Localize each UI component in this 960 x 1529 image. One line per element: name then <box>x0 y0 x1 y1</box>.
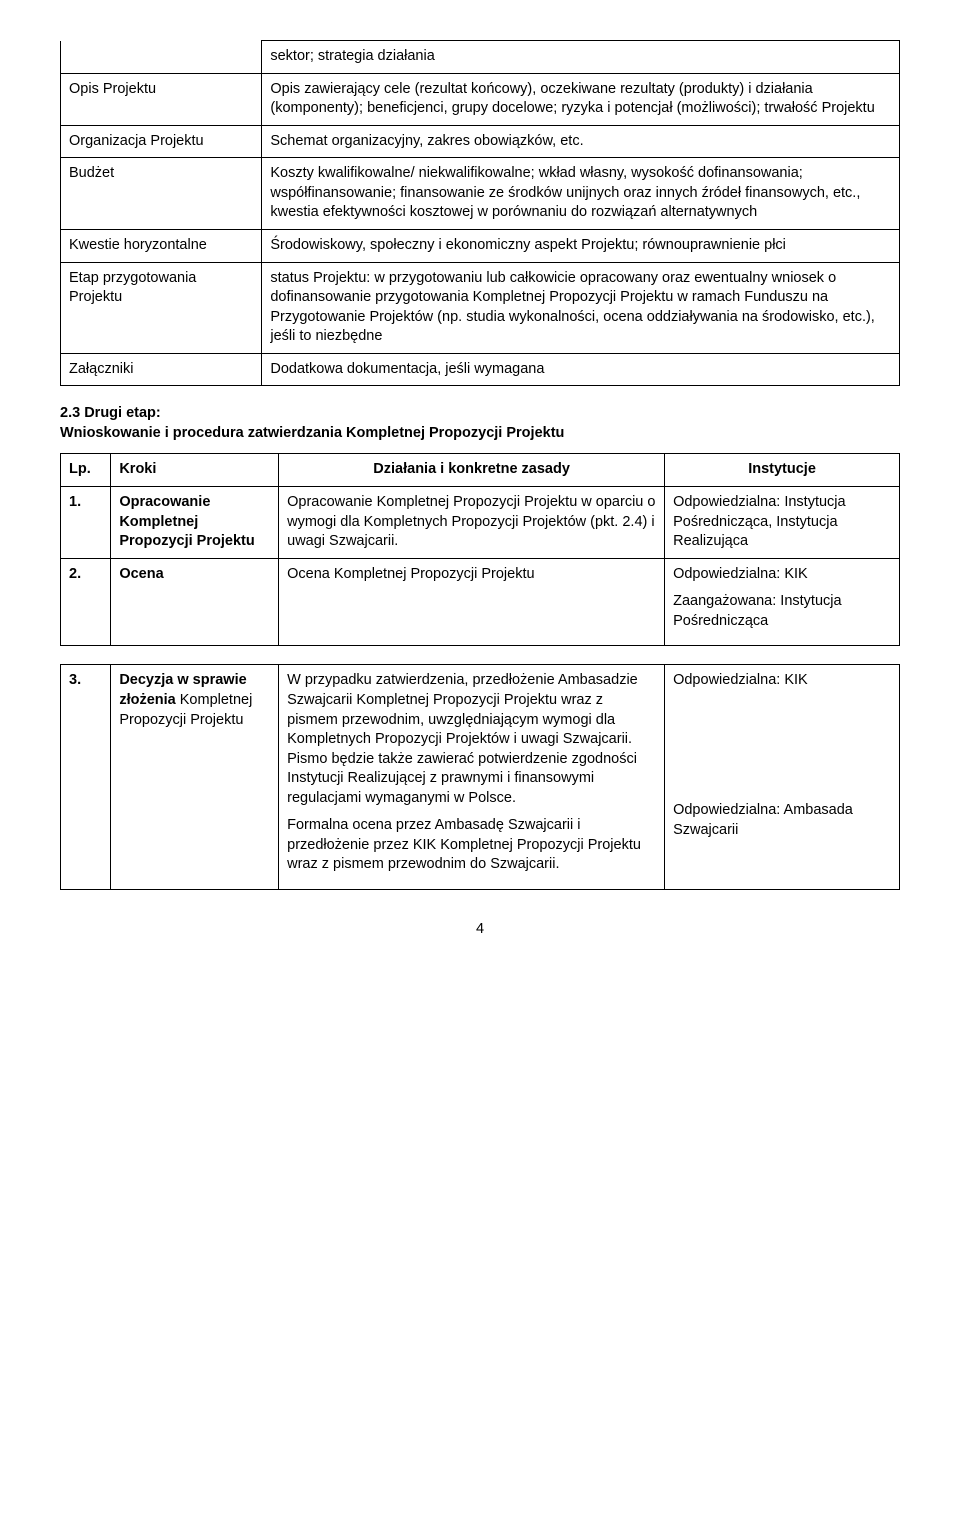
def-value: Dodatkowa dokumentacja, jeśli wymagana <box>262 353 900 386</box>
step-inst-p2: Zaangażowana: Instytucja Pośrednicząca <box>673 592 891 631</box>
section-title: Drugi etap:Wnioskowanie i procedura zatw… <box>60 405 564 441</box>
def-value: sektor; strategia działania <box>262 41 900 74</box>
header-step: Kroki <box>111 454 279 487</box>
steps-table-b: 3. Decyzja w sprawie złożenia Kompletnej… <box>60 664 900 890</box>
step-inst-p1: Odpowiedzialna: KIK <box>673 565 891 585</box>
row3-lp: 3. <box>61 665 111 890</box>
section-number: 2.3 <box>60 405 80 421</box>
def-value: Środowiskowy, społeczny i ekonomiczny as… <box>262 229 900 262</box>
def-value: status Projektu: w przygotowaniu lub cał… <box>262 262 900 353</box>
step-name: Opracowanie Kompletnej Propozycji Projek… <box>111 487 279 559</box>
def-value: Schemat organizacyjny, zakres obowiązków… <box>262 125 900 158</box>
header-lp: Lp. <box>61 454 111 487</box>
definitions-table: sektor; strategia działaniaOpis Projektu… <box>60 40 900 386</box>
row3-inst-p1: Odpowiedzialna: KIK <box>673 671 891 691</box>
def-label: Budżet <box>61 158 262 230</box>
row3-inst-p2: Odpowiedzialna: Ambasada Szwajcarii <box>673 801 891 840</box>
def-label <box>61 41 262 74</box>
step-actions: Ocena Kompletnej Propozycji Projektu <box>279 558 665 646</box>
step-inst: Odpowiedzialna: Instytucja Pośrednicząca… <box>665 487 900 559</box>
row3-actions-p2: Formalna ocena przez Ambasadę Szwajcarii… <box>287 816 656 875</box>
def-label: Etap przygotowania Projektu <box>61 262 262 353</box>
header-actions: Działania i konkretne zasady <box>279 454 665 487</box>
step-name: Ocena <box>111 558 279 646</box>
step-lp: 1. <box>61 487 111 559</box>
row3-inst: Odpowiedzialna: KIK Odpowiedzialna: Amba… <box>665 665 900 890</box>
step-lp: 2. <box>61 558 111 646</box>
header-inst: Instytucje <box>665 454 900 487</box>
page-number: 4 <box>60 920 900 940</box>
def-label: Organizacja Projektu <box>61 125 262 158</box>
row3-actions-p1: W przypadku zatwierdzenia, przedłożenie … <box>287 671 656 808</box>
steps-table-a: Lp. Kroki Działania i konkretne zasady I… <box>60 453 900 646</box>
row3-step: Decyzja w sprawie złożenia Kompletnej Pr… <box>111 665 279 890</box>
def-value: Koszty kwalifikowalne/ niekwalifikowalne… <box>262 158 900 230</box>
section-2-3-heading: 2.3 Drugi etap:Wnioskowanie i procedura … <box>60 404 900 443</box>
step-inst: Odpowiedzialna: KIK Zaangażowana: Instytu… <box>665 558 900 646</box>
row3-actions: W przypadku zatwierdzenia, przedłożenie … <box>279 665 665 890</box>
def-label: Opis Projektu <box>61 73 262 125</box>
def-label: Kwestie horyzontalne <box>61 229 262 262</box>
def-label: Załączniki <box>61 353 262 386</box>
def-value: Opis zawierający cele (rezultat końcowy)… <box>262 73 900 125</box>
step-actions: Opracowanie Kompletnej Propozycji Projek… <box>279 487 665 559</box>
